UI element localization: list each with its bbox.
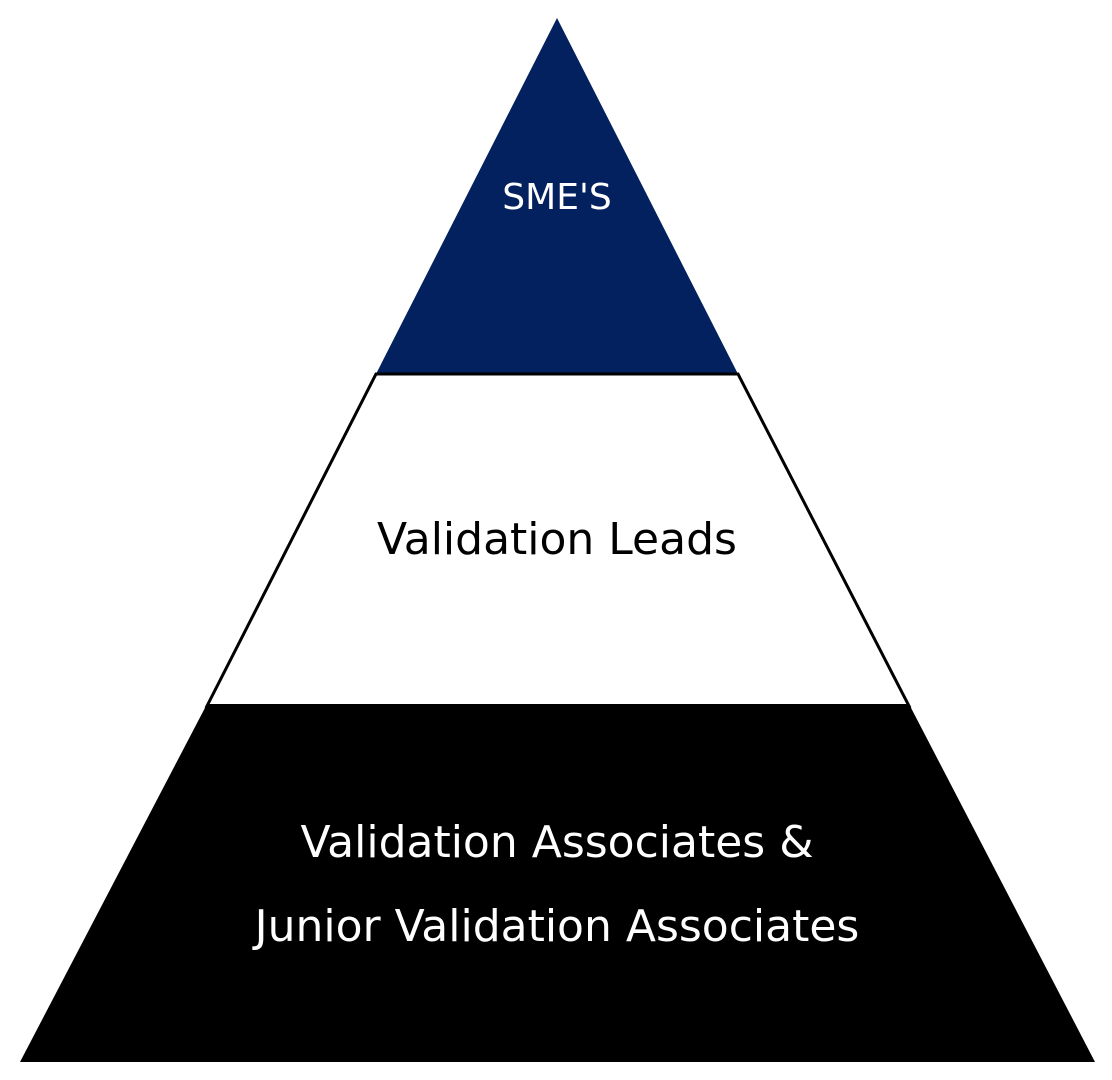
tier-top-label: SME'S	[502, 177, 611, 218]
tier-bottom-label-line1: Validation Associates &	[300, 817, 813, 868]
tier-bottom-validation-associates	[20, 704, 1095, 1062]
tier-middle-label: Validation Leads	[377, 514, 737, 565]
tier-top-sme	[376, 18, 738, 374]
tier-bottom-label-line2: Junior Validation Associates	[252, 901, 860, 952]
